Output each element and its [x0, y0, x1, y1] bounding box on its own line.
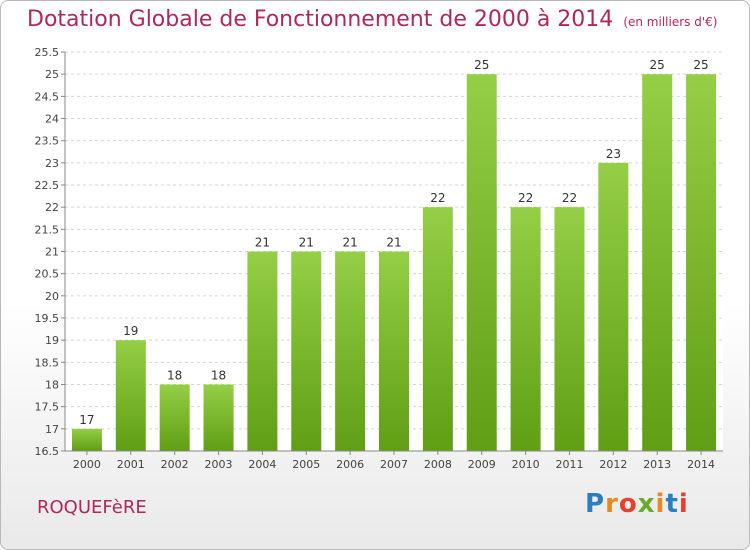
chart-title: Dotation Globale de Fonctionnement de 20…	[27, 7, 614, 32]
chart-unit-note: (en milliers d'€)	[623, 15, 718, 29]
data-label: 25	[693, 58, 708, 72]
data-label: 25	[474, 58, 489, 72]
commune-name: ROQUEFèRE	[37, 497, 147, 518]
x-tick-label: 2004	[248, 458, 276, 471]
x-tick-label: 2014	[687, 458, 715, 471]
bar	[686, 74, 717, 452]
bar	[159, 384, 190, 451]
y-tick-label: 19.5	[35, 312, 60, 325]
y-tick-label: 20.5	[35, 268, 60, 281]
bar	[422, 207, 453, 451]
x-tick-label: 2007	[380, 458, 408, 471]
logo-letter: i	[655, 489, 666, 519]
data-label: 17	[79, 413, 94, 427]
bar	[203, 384, 234, 451]
logo-letter: t	[665, 489, 679, 519]
x-tick-label: 2000	[73, 458, 101, 471]
x-tick-label: 2003	[205, 458, 233, 471]
bar	[379, 251, 409, 451]
data-label: 19	[123, 324, 138, 338]
x-tick-label: 2013	[643, 458, 671, 471]
y-tick-label: 24.5	[35, 90, 60, 103]
y-tick-label: 24	[45, 113, 59, 126]
bar	[247, 251, 278, 451]
data-label: 23	[606, 147, 621, 161]
data-label: 22	[518, 191, 533, 205]
logo-letter: i	[678, 489, 689, 519]
y-tick-label: 17	[45, 423, 59, 436]
x-tick-label: 2008	[424, 458, 452, 471]
y-tick-label: 25	[45, 68, 59, 81]
bar	[115, 340, 146, 451]
y-tick-label: 23.5	[35, 135, 60, 148]
x-tick-label: 2005	[292, 458, 320, 471]
logo-letter: P	[585, 489, 606, 519]
logo-letter: x	[637, 489, 656, 519]
y-tick-label: 16.5	[35, 445, 60, 458]
logo-letter: r	[605, 489, 619, 519]
bar	[71, 428, 102, 451]
x-tick-label: 2012	[599, 458, 627, 471]
y-tick-label: 22.5	[35, 179, 60, 192]
bar	[466, 74, 497, 452]
x-tick-label: 2011	[555, 458, 583, 471]
y-tick-label: 22	[45, 201, 59, 214]
x-tick-label: 2001	[117, 458, 145, 471]
data-label: 18	[211, 369, 226, 383]
y-tick-label: 21.5	[35, 223, 60, 236]
bar	[642, 74, 673, 452]
y-tick-label: 19	[45, 334, 59, 347]
data-label: 21	[342, 236, 357, 250]
y-tick-label: 17.5	[35, 401, 60, 414]
data-label: 22	[562, 191, 577, 205]
x-tick-label: 2006	[336, 458, 364, 471]
x-tick-label: 2009	[468, 458, 496, 471]
data-label: 18	[167, 369, 182, 383]
bar	[335, 251, 366, 451]
logo-letter: o	[618, 489, 638, 519]
bar	[291, 251, 322, 451]
data-label: 25	[650, 58, 665, 72]
chart-title-block: Dotation Globale de Fonctionnement de 20…	[27, 7, 717, 32]
data-label: 21	[255, 236, 270, 250]
y-tick-label: 21	[45, 246, 59, 259]
x-tick-label: 2002	[161, 458, 189, 471]
y-tick-label: 20	[45, 290, 59, 303]
x-tick-label: 2010	[512, 458, 540, 471]
bar	[510, 207, 541, 451]
y-tick-label: 23	[45, 157, 59, 170]
data-label: 21	[299, 236, 314, 250]
data-label: 22	[430, 191, 445, 205]
y-tick-label: 18	[45, 379, 59, 392]
bar	[598, 162, 629, 452]
y-tick-label: 18.5	[35, 356, 60, 369]
bar	[554, 207, 585, 451]
data-label: 21	[386, 236, 401, 250]
y-tick-label: 25.5	[35, 46, 60, 59]
proxiti-logo: Proxiti	[585, 489, 689, 519]
